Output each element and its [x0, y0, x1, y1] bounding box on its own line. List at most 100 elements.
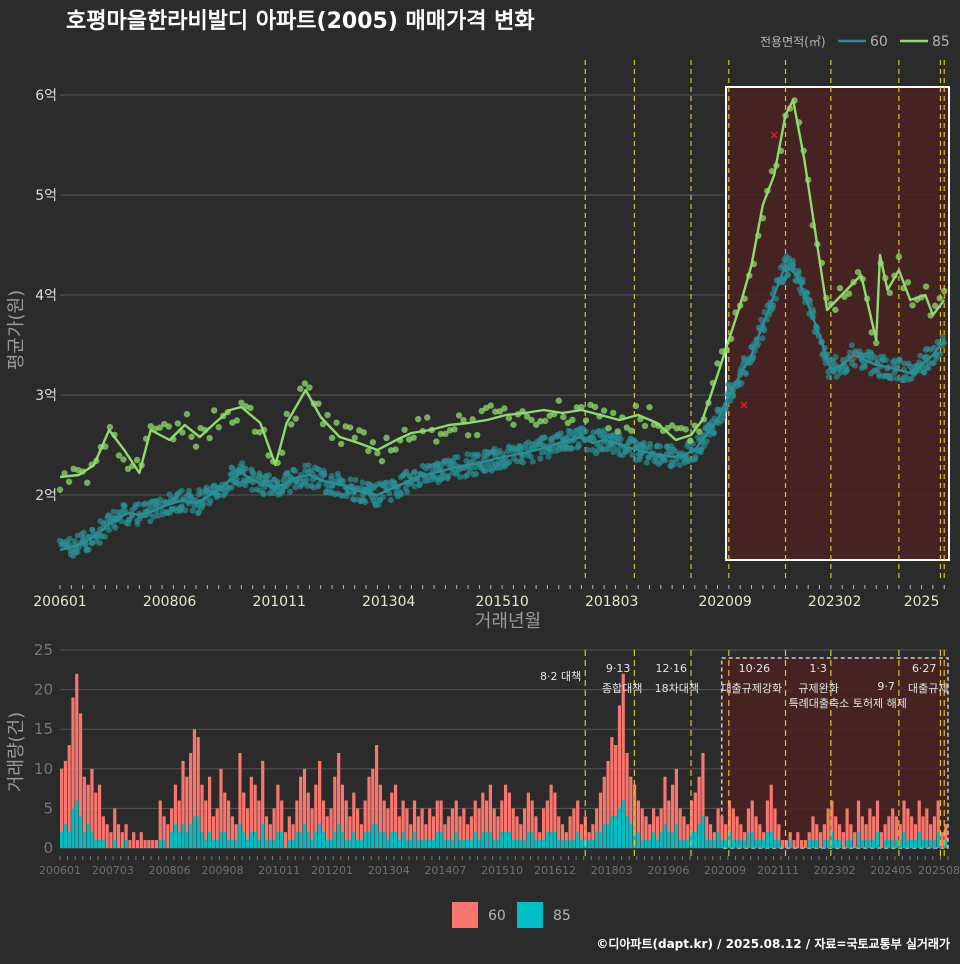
- volume-bar-60: [143, 840, 147, 848]
- volume-bar-60: [576, 800, 580, 848]
- price-point-85: [324, 411, 331, 419]
- volume-bar-85: [310, 840, 314, 848]
- price-point-85: [682, 426, 689, 433]
- volume-bar-60: [329, 808, 333, 848]
- price-point-60: [541, 434, 548, 441]
- volume-bar-60: [333, 776, 337, 848]
- volume-bar-60: [549, 784, 553, 848]
- price-point-60: [527, 453, 534, 460]
- price-point-60: [647, 440, 654, 447]
- volume-bar-85: [363, 832, 367, 848]
- volume-bar-60: [378, 784, 382, 848]
- price-point-60: [66, 535, 73, 542]
- price-point-60: [519, 453, 526, 460]
- volume-bar-60: [116, 824, 121, 848]
- price-point-60: [908, 375, 915, 382]
- volume-bar-85: [192, 816, 197, 848]
- volume-bar-60: [602, 776, 606, 848]
- price-highlight-box: [725, 86, 950, 561]
- volume-bar-60: [276, 784, 280, 848]
- volume-x-tick-label: 201201: [311, 864, 353, 877]
- volume-bar-85: [754, 840, 758, 848]
- price-point-60: [851, 362, 858, 369]
- volume-bar-85: [511, 840, 515, 848]
- volume-bar-85: [71, 808, 75, 848]
- volume-bar-60: [644, 816, 648, 848]
- volume-policy-annotation: 1·3: [809, 662, 827, 675]
- volume-bar-60: [86, 784, 90, 848]
- price-point-85: [378, 457, 386, 465]
- volume-bar-60: [299, 776, 303, 848]
- price-point-60: [643, 459, 650, 466]
- volume-bar-60: [393, 784, 398, 848]
- volume-bar-85: [181, 824, 185, 848]
- volume-bar-85: [856, 832, 861, 848]
- price-point-60: [352, 476, 359, 483]
- volume-bar-85: [557, 840, 561, 848]
- price-point-60: [785, 271, 792, 278]
- volume-bar-85: [553, 832, 557, 848]
- volume-bar-85: [340, 832, 345, 848]
- volume-bar-60: [181, 760, 185, 848]
- volume-bar-60: [765, 800, 770, 848]
- volume-bar-60: [397, 816, 401, 848]
- volume-bar-60: [815, 824, 819, 848]
- price-point-85: [623, 424, 631, 431]
- volume-bar-85: [158, 840, 162, 848]
- volume-bar-60: [652, 808, 656, 848]
- volume-bar-85: [325, 840, 329, 848]
- price-point-60: [404, 488, 411, 495]
- price-point-60: [110, 508, 117, 515]
- volume-panel: 8·2 대책 9·13 종합대책 12·16 18차대책 10·26 대출규제강화 1·3 규제…: [6, 641, 960, 877]
- price-point-60: [584, 446, 591, 453]
- price-point-60: [134, 521, 141, 528]
- volume-bar-85: [276, 832, 280, 848]
- volume-bar-85: [735, 840, 739, 848]
- volume-bar-60: [488, 784, 493, 848]
- volume-bar-60: [913, 824, 918, 848]
- volume-bar-60: [822, 824, 826, 848]
- price-point-60: [882, 357, 889, 364]
- volume-bar-60: [826, 808, 830, 848]
- volume-bar-60: [189, 752, 193, 848]
- price-point-85: [854, 268, 862, 276]
- price-point-85: [410, 434, 417, 441]
- volume-bar-60: [67, 745, 71, 848]
- volume-bar-60: [82, 776, 86, 848]
- volume-bar-85: [390, 832, 394, 848]
- price-point-60: [362, 499, 369, 506]
- price-point-85: [188, 433, 195, 440]
- price-point-60: [242, 465, 249, 472]
- volume-bar-60: [314, 784, 318, 848]
- volume-bar-85: [333, 832, 337, 848]
- price-point-60: [843, 366, 850, 373]
- volume-bar-60: [553, 792, 557, 848]
- volume-bar-60: [223, 792, 227, 848]
- price-y-tick-label: 6억: [35, 88, 57, 104]
- volume-bar-60: [120, 832, 124, 848]
- volume-bar-85: [910, 840, 914, 848]
- volume-bar-60: [477, 808, 481, 848]
- volume-bar-85: [515, 840, 519, 848]
- price-point-60: [265, 472, 272, 479]
- volume-bar-85: [173, 824, 178, 848]
- price-point-85: [133, 456, 141, 464]
- volume-bar-85: [261, 824, 265, 848]
- volume-bar-60: [352, 792, 356, 848]
- volume-bar-85: [522, 840, 527, 848]
- price-point-60: [804, 289, 811, 296]
- volume-bar-85: [450, 840, 455, 848]
- price-point-85: [165, 423, 173, 430]
- volume-bar-85: [834, 840, 838, 848]
- price-point-85: [510, 421, 517, 428]
- volume-bar-60: [853, 832, 857, 848]
- legend-top: 전용면적(㎡) 60 85: [760, 34, 950, 50]
- volume-bar-85: [264, 840, 269, 848]
- volume-bar-60: [834, 816, 838, 848]
- volume-bar-60: [94, 792, 98, 848]
- price-point-60: [89, 526, 96, 533]
- volume-bar-85: [693, 832, 697, 848]
- volume-bar-60: [283, 832, 288, 848]
- volume-bar-60: [128, 840, 132, 848]
- volume-bar-60: [428, 808, 432, 848]
